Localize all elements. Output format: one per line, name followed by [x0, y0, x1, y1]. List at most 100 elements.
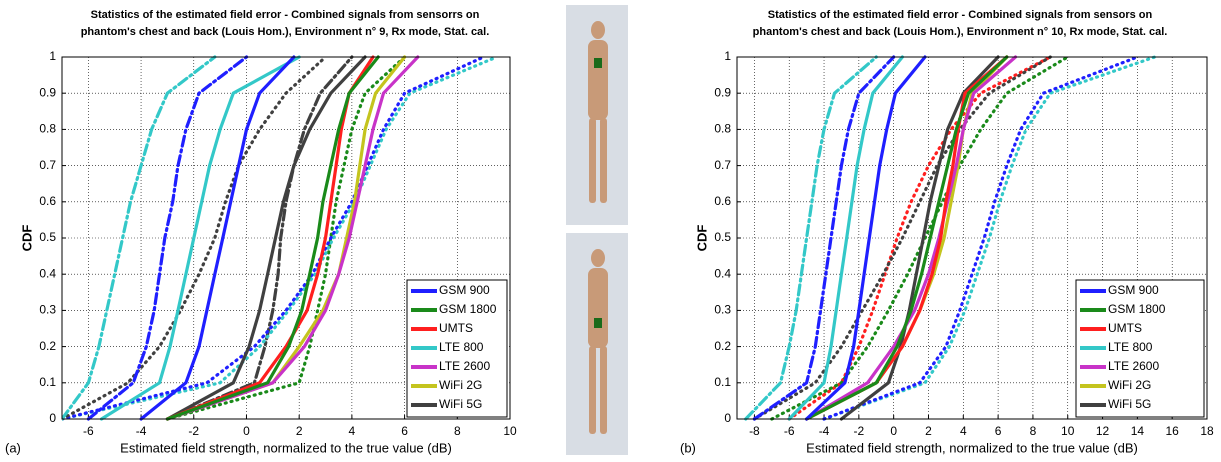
y-tick-label: 0.8	[714, 122, 731, 136]
phantom-leg	[600, 346, 607, 434]
legend-label: LTE 2600	[1108, 359, 1159, 373]
x-tick-label: 14	[1131, 424, 1145, 438]
x-tick-label: 10	[1061, 424, 1075, 438]
y-tick-label: 0.7	[714, 158, 731, 172]
sensor	[594, 58, 602, 68]
y-tick-label: 0.5	[714, 230, 731, 244]
cdf-line	[62, 55, 486, 421]
plot-frame	[61, 56, 511, 420]
legend-label: LTE 2600	[439, 359, 490, 373]
x-tick-label: -4	[136, 424, 147, 438]
cdf-line	[165, 55, 354, 421]
cdf-line	[805, 55, 1009, 421]
chart-title: Statistics of the estimated field error …	[91, 9, 480, 21]
legend-label: GSM 1800	[1108, 302, 1166, 316]
legend-label: LTE 800	[1108, 340, 1153, 354]
cdf-line	[744, 55, 878, 421]
x-tick-label: -4	[819, 424, 830, 438]
x-tick-label: -6	[83, 424, 94, 438]
cdf-line	[62, 55, 217, 421]
y-tick-label: 0.6	[39, 194, 56, 208]
cdf-line	[165, 55, 407, 421]
y-tick-label: 0	[49, 411, 56, 425]
cdf-line	[165, 55, 420, 421]
y-tick-label: 0	[724, 411, 731, 425]
y-tick-label: 0.8	[39, 122, 56, 136]
cdf-line	[62, 55, 328, 421]
legend-label: GSM 900	[1108, 283, 1159, 297]
phantom-body	[588, 40, 608, 120]
panel-label: (a)	[5, 440, 21, 455]
x-axis-label: Estimated field strength, normalized to …	[806, 440, 1138, 455]
x-tick-label: 12	[1096, 424, 1110, 438]
cdf-line	[805, 55, 927, 421]
cdf-line	[165, 55, 407, 421]
x-tick-label: -2	[188, 424, 199, 438]
cdf-line	[99, 55, 301, 421]
x-tick-label: 18	[1200, 424, 1214, 438]
y-tick-label: 0.4	[714, 266, 731, 280]
legend-label: WiFi 2G	[1108, 378, 1151, 392]
cdf-line	[165, 55, 367, 421]
phantom-leg	[600, 118, 607, 203]
y-tick-label: 0.2	[714, 339, 731, 353]
legend-label: GSM 1800	[439, 302, 497, 316]
series-group	[62, 55, 499, 421]
y-tick-label: 0.1	[39, 375, 56, 389]
x-tick-label: 0	[890, 424, 897, 438]
legend-label: WiFi 2G	[439, 378, 482, 392]
phantom-leg	[589, 118, 596, 203]
x-tick-label: -6	[784, 424, 795, 438]
series-group	[744, 55, 1157, 421]
y-tick-label: 0.9	[714, 85, 731, 99]
panel-label: (b)	[680, 440, 696, 455]
y-tick-label: 0.7	[39, 158, 56, 172]
y-tick-label: 0.3	[714, 303, 731, 317]
phantom-images	[566, 5, 628, 455]
x-tick-label: 4	[960, 424, 967, 438]
x-tick-label: 2	[296, 424, 303, 438]
chart-title: Statistics of the estimated field error …	[768, 9, 1153, 21]
chart-title: phantom's chest and back (Louis Hom.), E…	[753, 26, 1168, 38]
cdf-line	[752, 55, 896, 421]
legend-label: UMTS	[1108, 321, 1142, 335]
x-tick-label: 16	[1166, 424, 1180, 438]
phantom-body	[588, 268, 608, 348]
cdf-line	[165, 55, 380, 421]
phantom-head	[591, 249, 605, 267]
y-axis-label: CDF	[694, 225, 709, 252]
phantom-leg	[589, 346, 596, 434]
cdf-line	[787, 55, 904, 421]
y-tick-label: 0.1	[714, 375, 731, 389]
phantom-head	[591, 21, 605, 39]
y-tick-label: 0.6	[714, 194, 731, 208]
x-tick-label: 0	[243, 424, 250, 438]
y-tick-label: 0.9	[39, 85, 56, 99]
cdf-line	[62, 55, 499, 421]
legend-label: GSM 900	[439, 283, 490, 297]
x-tick-label: 8	[1030, 424, 1037, 438]
y-tick-label: 0.5	[39, 230, 56, 244]
y-tick-label: 0.4	[39, 266, 56, 280]
y-tick-label: 0.3	[39, 303, 56, 317]
legend-label: WiFi 5G	[1108, 397, 1151, 411]
cdf-line	[805, 55, 1018, 421]
cdf-line	[839, 55, 1000, 421]
y-tick-label: 1	[49, 49, 56, 63]
cdf-line	[139, 55, 296, 421]
cdf-line	[86, 55, 249, 421]
y-axis-label: CDF	[19, 225, 34, 252]
legend-label: WiFi 5G	[439, 397, 482, 411]
cdf-line	[822, 55, 1157, 421]
chart-title: phantom's chest and back (Louis Hom.), E…	[81, 26, 490, 38]
y-tick-label: 1	[724, 49, 731, 63]
legend-label: LTE 800	[439, 340, 484, 354]
sensor	[594, 318, 602, 328]
cdf-line	[822, 55, 1139, 421]
x-tick-label: 10	[503, 424, 517, 438]
x-tick-label: 2	[925, 424, 932, 438]
x-tick-label: -8	[749, 424, 760, 438]
cdf-line	[770, 55, 1070, 421]
x-tick-label: -2	[854, 424, 865, 438]
